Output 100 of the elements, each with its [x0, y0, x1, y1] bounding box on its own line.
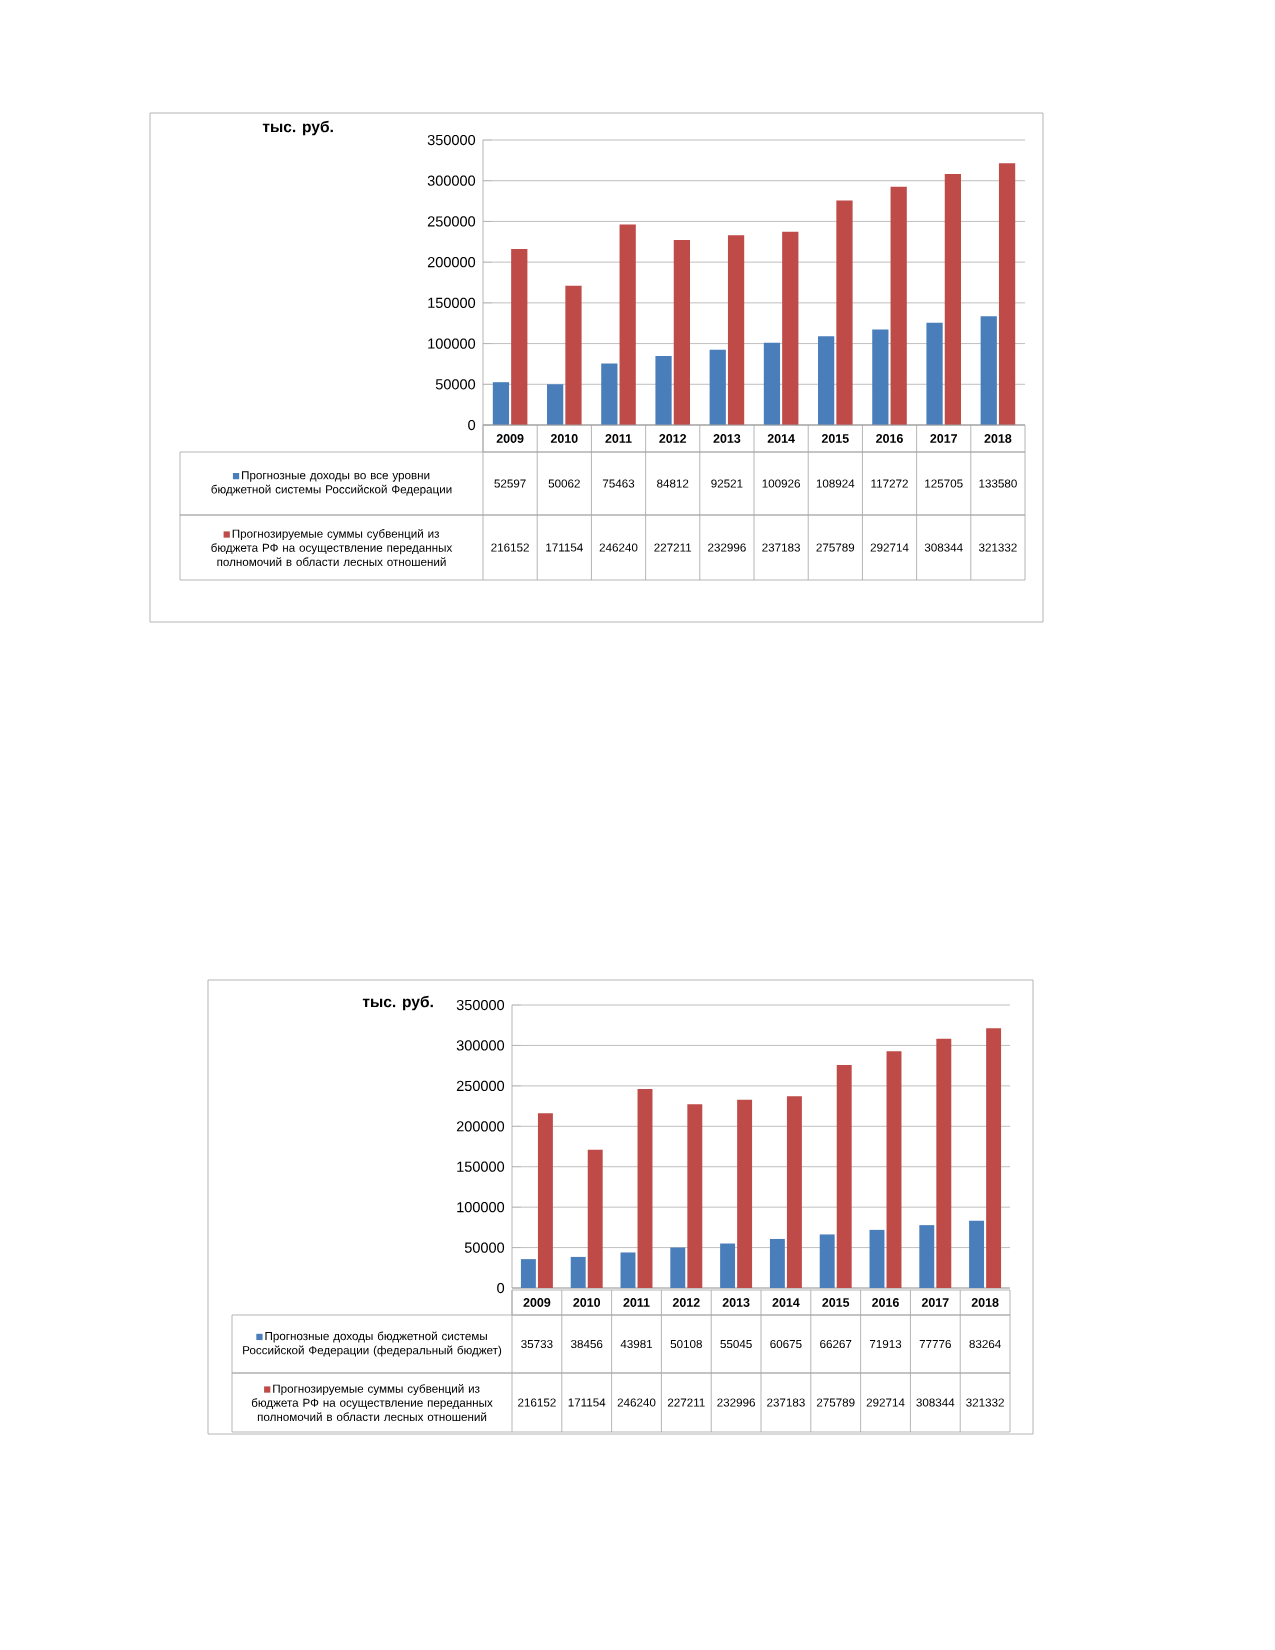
data-label: 43981: [620, 1339, 653, 1349]
bar: [673, 239, 690, 426]
bar: [587, 1149, 603, 1289]
bar: [565, 285, 582, 426]
data-label: 100926: [762, 479, 800, 488]
bar: [944, 173, 962, 426]
bar: [709, 349, 726, 426]
y-tick-label: 100000: [428, 338, 476, 349]
y-tick-label: 50000: [464, 1242, 505, 1253]
data-label: 171154: [568, 1398, 606, 1407]
bar: [786, 1096, 802, 1289]
legend-label: Прогнозируемые суммы субвенций из бюджета РФ на осуществление переданных полномочий в области лесных отношений: [251, 1384, 493, 1421]
data-label: 292714: [870, 543, 909, 552]
y-tick-label: 300000: [456, 1040, 505, 1051]
bar: [619, 224, 636, 426]
data-label: 52597: [494, 479, 526, 488]
data-label: 321332: [966, 1398, 1004, 1407]
data-label: 77776: [919, 1339, 951, 1349]
legend-label: Прогнозные доходы во все уровни бюджетной системы Российской Федерации: [211, 471, 452, 496]
data-label: 308344: [924, 543, 963, 552]
bar: [687, 1104, 703, 1289]
bar: [782, 231, 799, 426]
bar: [670, 1247, 686, 1289]
data-label: 66267: [820, 1339, 852, 1349]
bar: [511, 249, 528, 426]
data-label: 246240: [617, 1398, 656, 1407]
x-tick-label: 2011: [623, 1298, 650, 1307]
bar: [655, 355, 672, 426]
bar: [492, 382, 510, 426]
x-tick-label: 2009: [523, 1298, 551, 1307]
bar: [886, 1051, 902, 1289]
bar: [926, 322, 943, 426]
data-label: 55045: [720, 1339, 752, 1349]
data-label: 216152: [491, 543, 529, 552]
x-tick-label: 2017: [930, 434, 958, 443]
legend-label: Прогнозируемые суммы субвенций из бюджета РФ на осуществление переданных полномочий в области лесных отношений: [211, 529, 453, 566]
data-label: 133580: [979, 479, 1017, 488]
data-label: 321332: [978, 543, 1017, 552]
data-label: 125705: [925, 479, 963, 488]
bar: [520, 1259, 536, 1289]
y-tick-label: 150000: [428, 297, 476, 308]
y-tick-label: 200000: [427, 257, 476, 268]
data-label: 60675: [770, 1339, 802, 1349]
data-label: 232996: [717, 1398, 755, 1407]
y-axis-title: тыс. руб.: [362, 995, 433, 1011]
x-tick-label: 2016: [876, 434, 903, 443]
data-label: 232996: [708, 543, 746, 552]
bar: [720, 1243, 736, 1289]
data-label: 275789: [816, 1398, 855, 1407]
bar: [836, 1065, 852, 1289]
data-label: 35733: [521, 1339, 553, 1349]
y-tick-label: 0: [468, 419, 476, 431]
x-tick-label: 2009: [496, 434, 524, 443]
x-tick-label: 2018: [971, 1298, 999, 1307]
bar: [869, 1229, 885, 1289]
data-label: 308344: [916, 1398, 955, 1407]
data-label: 83264: [969, 1339, 1001, 1349]
x-tick-label: 2012: [659, 434, 687, 443]
y-tick-label: 350000: [456, 999, 505, 1011]
bar: [769, 1238, 785, 1289]
bar: [818, 336, 835, 426]
bar: [969, 1220, 985, 1289]
data-label: 237183: [767, 1398, 805, 1407]
bar: [936, 1038, 952, 1289]
bar: [737, 1099, 753, 1289]
data-label: 227211: [667, 1398, 705, 1407]
bar: [819, 1234, 835, 1289]
y-axis-title: тыс. руб.: [262, 120, 333, 136]
bar: [620, 1252, 636, 1289]
x-tick-label: 2016: [872, 1298, 899, 1307]
x-tick-label: 2013: [722, 1298, 750, 1307]
bar: [570, 1256, 586, 1289]
x-tick-label: 2010: [573, 1298, 601, 1307]
y-tick-label: 200000: [456, 1121, 505, 1132]
x-tick-label: 2015: [822, 1298, 850, 1307]
data-label: 117272: [871, 479, 908, 488]
x-tick-label: 2011: [605, 434, 632, 443]
data-label: 75463: [602, 479, 635, 488]
bar: [537, 1113, 553, 1289]
data-label: 275789: [816, 543, 855, 552]
y-tick-label: 50000: [435, 379, 476, 390]
bar: [998, 163, 1016, 426]
x-tick-label: 2012: [672, 1298, 700, 1307]
bar: [727, 235, 745, 426]
data-label: 50108: [670, 1339, 702, 1349]
y-tick-label: 100000: [457, 1202, 505, 1213]
x-tick-label: 2013: [713, 434, 741, 443]
data-label: 84812: [657, 479, 689, 488]
bar: [980, 316, 997, 426]
y-tick-label: 300000: [427, 175, 476, 186]
x-tick-label: 2017: [921, 1298, 949, 1307]
data-label: 71913: [869, 1339, 902, 1349]
data-label: 108924: [816, 479, 855, 488]
x-tick-label: 2015: [821, 434, 849, 443]
bar: [986, 1028, 1002, 1289]
x-tick-label: 2014: [772, 1298, 800, 1307]
data-label: 92521: [711, 479, 743, 488]
data-label: 38456: [571, 1339, 603, 1349]
data-label: 216152: [518, 1398, 556, 1407]
y-tick-label: 150000: [457, 1161, 505, 1172]
